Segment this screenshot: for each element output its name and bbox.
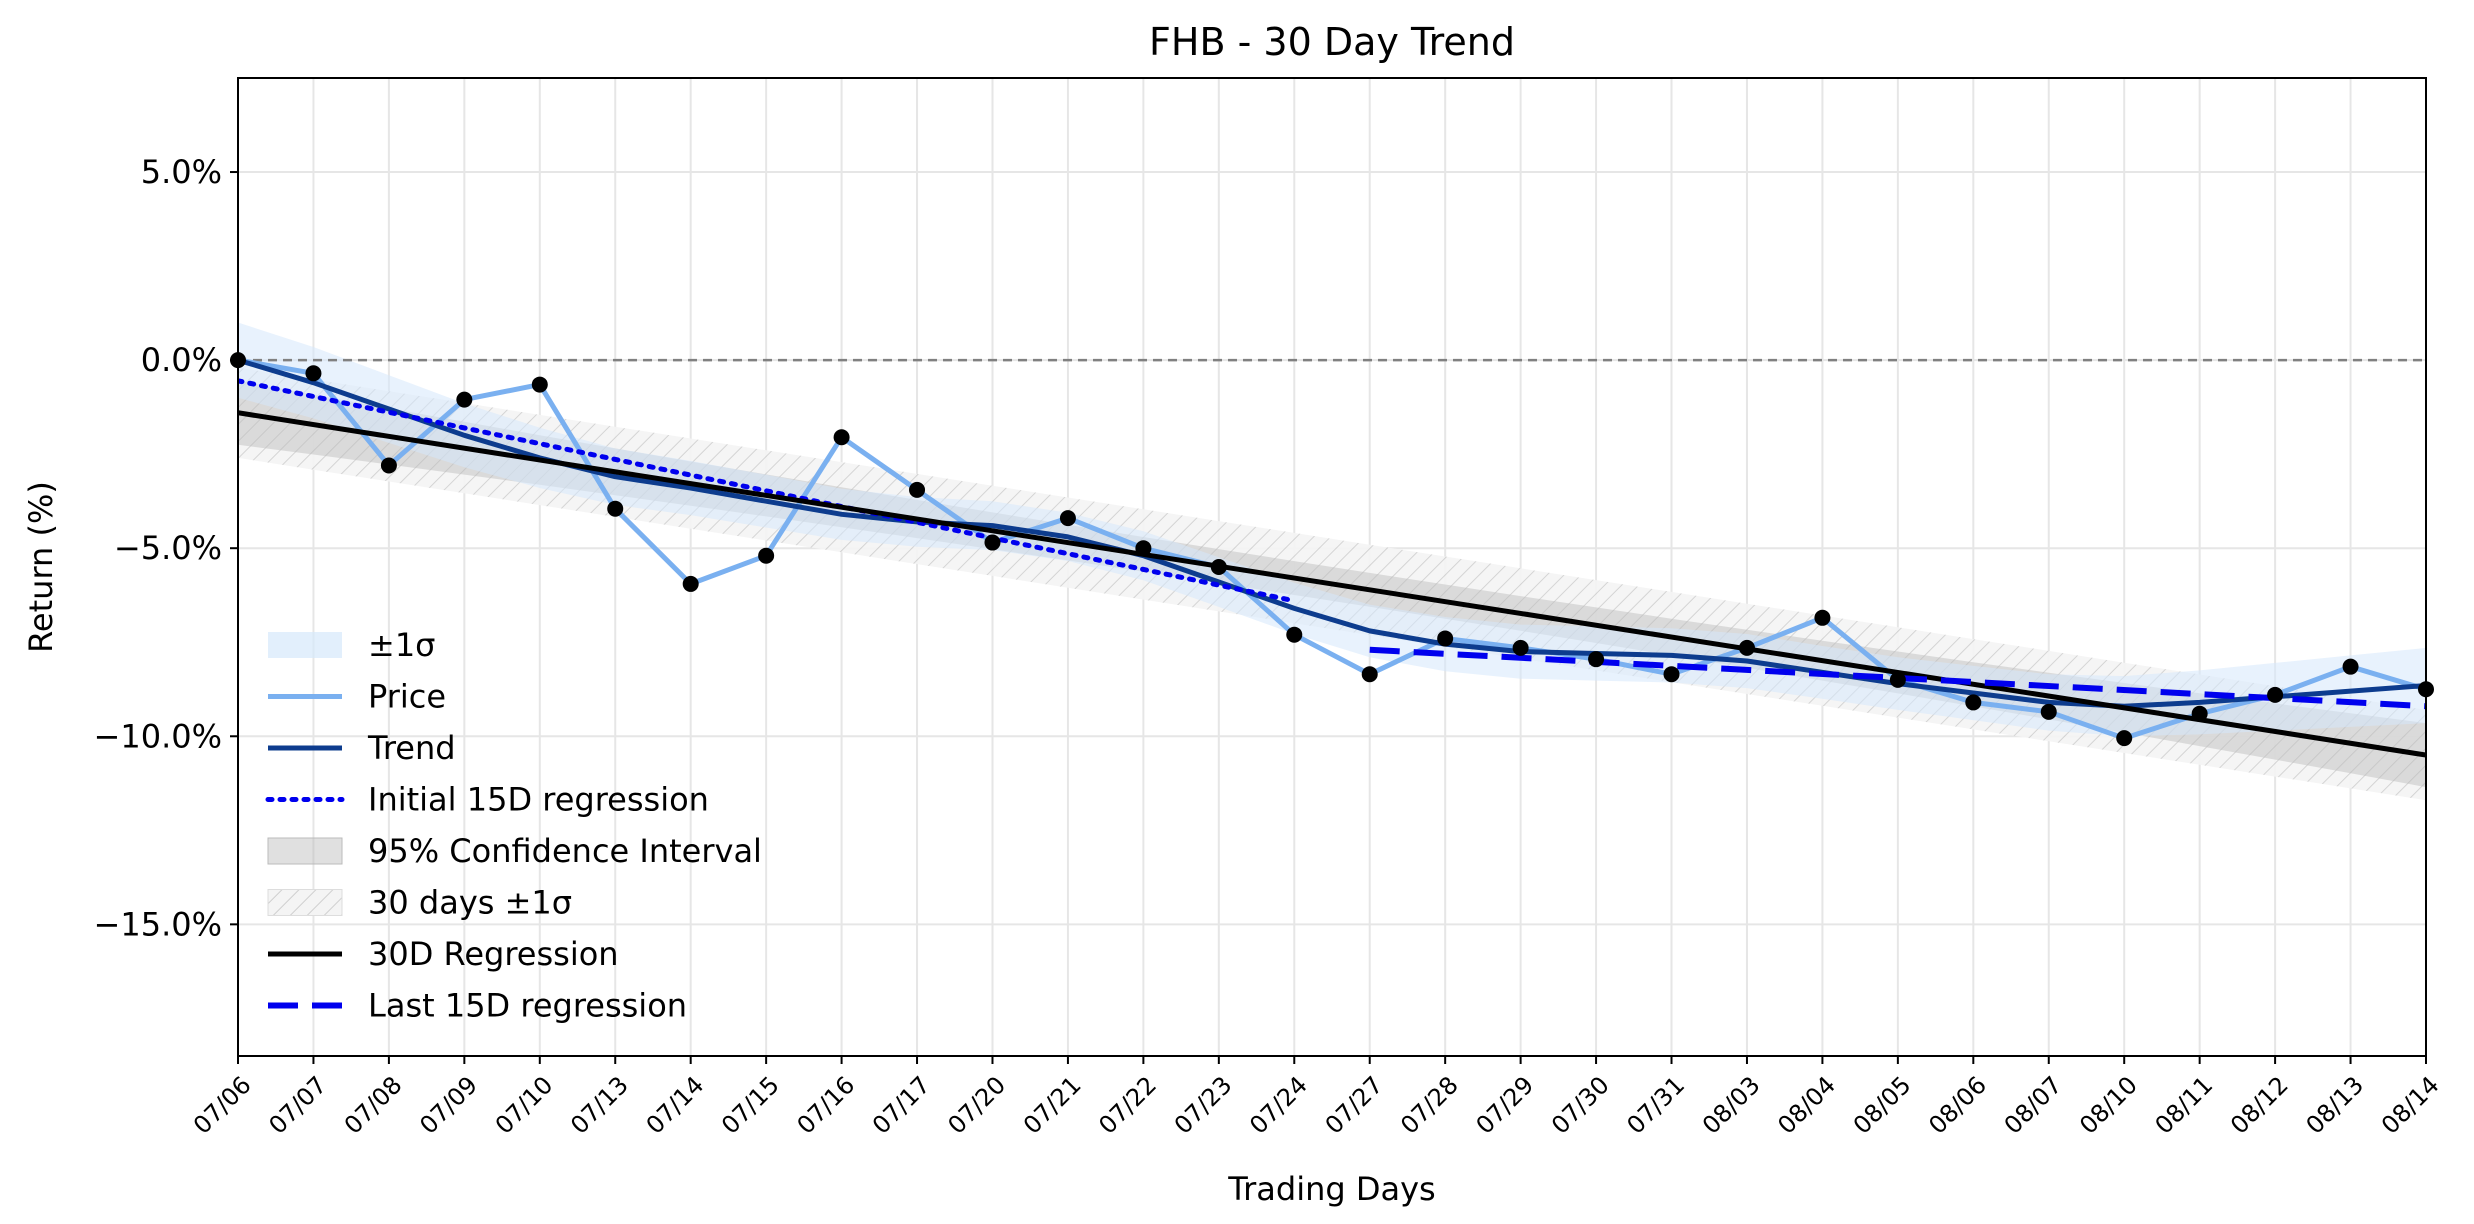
- x-tick-label: 07/30: [1546, 1071, 1615, 1140]
- price-point: [2191, 705, 2208, 722]
- price-point: [758, 547, 775, 564]
- x-tick-label: 08/07: [1999, 1071, 2068, 1140]
- x-tick-label: 07/09: [414, 1071, 483, 1140]
- x-tick-label: 07/22: [1093, 1071, 1162, 1140]
- price-point: [2040, 703, 2057, 720]
- price-point: [1286, 626, 1303, 643]
- price-point: [380, 457, 397, 474]
- x-tick-label: 07/17: [867, 1071, 936, 1140]
- legend-label: Last 15D regression: [368, 987, 687, 1025]
- price-point: [1889, 671, 1906, 688]
- x-tick-label: 07/10: [490, 1071, 559, 1140]
- legend-label: Price: [368, 678, 446, 716]
- x-tick-label: 07/31: [1621, 1071, 1690, 1140]
- price-point: [1738, 639, 1755, 656]
- y-tick-label: −15.0%: [94, 905, 222, 943]
- price-line: [238, 357, 2426, 741]
- x-tick-label: 07/06: [188, 1071, 257, 1140]
- x-tick-label: 08/04: [1772, 1071, 1841, 1140]
- legend-handle-sigma-band: [268, 632, 342, 658]
- x-tick-label: 07/21: [1018, 1071, 1087, 1140]
- legend-handle-hatch-band: [267, 889, 343, 916]
- x-tick-label: 07/07: [263, 1071, 332, 1140]
- price-point: [2267, 686, 2284, 703]
- x-tick-label: 08/05: [1848, 1071, 1917, 1140]
- price-point: [1512, 639, 1529, 656]
- x-tick-label: 07/20: [942, 1071, 1011, 1140]
- legend-label: 30 days ±1σ: [368, 884, 572, 922]
- legend-handle-ci-band: [267, 837, 343, 865]
- x-tick-label: 08/03: [1697, 1071, 1766, 1140]
- legend-label: Trend: [367, 729, 456, 767]
- price-point: [1135, 540, 1152, 557]
- price-point: [984, 534, 1001, 551]
- x-tick-label: 07/29: [1471, 1071, 1540, 1140]
- price-point: [1361, 666, 1378, 683]
- price-point: [1965, 694, 1982, 711]
- price-point: [531, 376, 548, 393]
- y-tick-label: −10.0%: [94, 717, 222, 755]
- price-point: [305, 365, 322, 382]
- x-tick-label: 07/23: [1169, 1071, 1238, 1140]
- y-axis-label: Return (%): [22, 481, 60, 653]
- price-point: [833, 429, 850, 446]
- x-tick-label: 08/10: [2074, 1071, 2143, 1140]
- y-tick-label: 5.0%: [141, 153, 222, 191]
- price-point: [2342, 658, 2359, 675]
- x-tick-label: 07/13: [565, 1071, 634, 1140]
- x-tick-label: 07/16: [792, 1071, 861, 1140]
- price-point: [456, 391, 473, 408]
- x-tick-label: 07/14: [641, 1071, 710, 1140]
- x-tick-label: 07/27: [1320, 1071, 1389, 1140]
- price-point: [1210, 559, 1227, 575]
- price-points: [230, 352, 2434, 747]
- price-point: [1663, 666, 1680, 683]
- price-point: [1814, 609, 1831, 626]
- price-point: [607, 500, 624, 517]
- x-tick-label: 08/06: [1923, 1071, 1992, 1140]
- x-tick-label: 08/12: [2225, 1071, 2294, 1140]
- x-axis-label: Trading Days: [1227, 1170, 1435, 1208]
- 30d-regression-line: [238, 410, 2426, 758]
- legend-label: Initial 15D regression: [368, 781, 709, 819]
- legend-label: 30D Regression: [368, 935, 619, 973]
- x-tick-label: 07/24: [1244, 1071, 1313, 1140]
- price-point: [682, 575, 699, 592]
- price-point: [1437, 630, 1454, 647]
- legend: ±1σ Price Trend Initial 15D regression 95% C…: [265, 626, 762, 1025]
- x-tick-label: 08/13: [2301, 1071, 2370, 1140]
- y-tick-label: 0.0%: [141, 341, 222, 379]
- legend-label: 95% Confidence Interval: [368, 832, 762, 870]
- x-tick-label: 08/14: [2376, 1071, 2445, 1140]
- x-tick-label: 07/28: [1395, 1071, 1464, 1140]
- initial-15d-regression-line: [238, 378, 1297, 604]
- x-tick-label: 07/08: [339, 1071, 408, 1140]
- price-point: [2116, 730, 2133, 747]
- x-tick-label: 07/15: [716, 1071, 785, 1140]
- price-point: [1588, 651, 1605, 668]
- chart-title: FHB - 30 Day Trend: [1149, 20, 1515, 64]
- series-lines: [238, 357, 2426, 758]
- price-point: [909, 481, 926, 498]
- plot-frame: [237, 77, 2427, 1057]
- price-point: [1059, 510, 1076, 527]
- legend-label: ±1σ: [368, 626, 435, 664]
- y-tick-label: −5.0%: [114, 529, 222, 567]
- trend-line: [238, 357, 2426, 709]
- x-tick-label: 08/11: [2150, 1071, 2219, 1140]
